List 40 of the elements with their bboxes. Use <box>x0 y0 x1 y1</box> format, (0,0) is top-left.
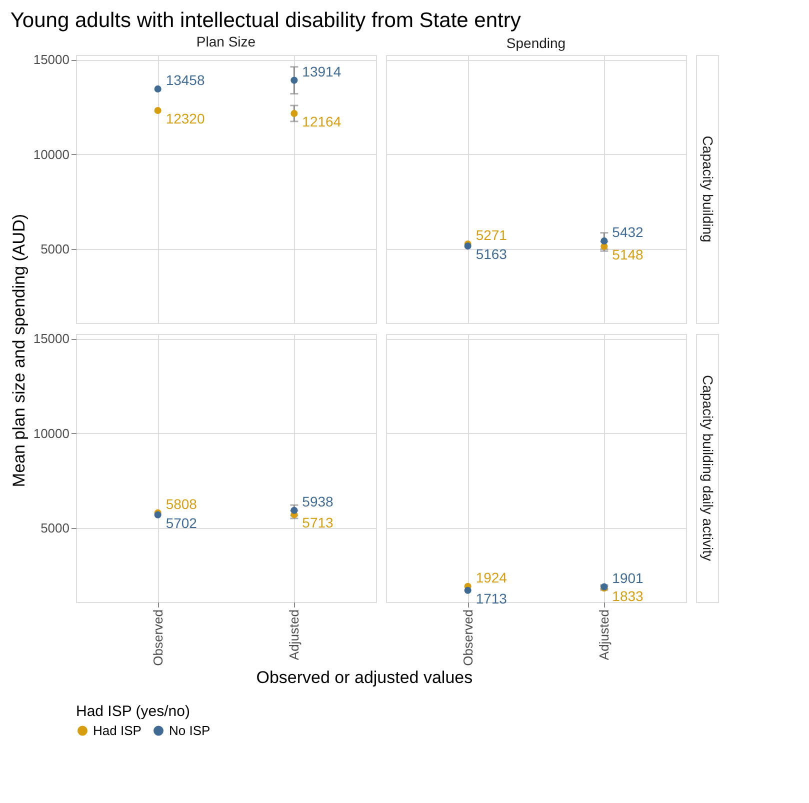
point <box>154 106 162 114</box>
data-label: 5702 <box>166 514 198 531</box>
x-axis-title: Observed or adjusted values <box>256 668 473 687</box>
point <box>154 85 162 92</box>
point <box>290 76 298 84</box>
data-label: 5148 <box>612 246 644 262</box>
data-label: 1901 <box>612 570 644 586</box>
y-tick-label: 10000 <box>33 426 70 441</box>
chart-subtitle: Spending <box>506 35 566 51</box>
x-tick-label: Adjusted <box>286 610 302 660</box>
x-tick-label: Observed <box>150 610 166 666</box>
data-label: 1924 <box>476 569 508 586</box>
data-label: 1833 <box>612 588 644 604</box>
data-label: 5163 <box>476 246 508 262</box>
legend-label: Had ISP <box>93 722 142 738</box>
x-tick-label: Adjusted <box>596 610 612 660</box>
data-label: 12320 <box>166 110 205 126</box>
data-label: 5938 <box>302 493 334 510</box>
y2-axis-title: Capacity building daily activity <box>700 375 716 561</box>
legend-title: Had ISP (yes/no) <box>76 703 190 720</box>
data-label: 5432 <box>612 224 644 240</box>
y-tick-label: 15000 <box>33 331 70 346</box>
y-tick-label: 5000 <box>40 242 70 257</box>
y-tick-label: 5000 <box>40 520 70 536</box>
point <box>290 110 298 117</box>
data-label: 13914 <box>302 63 342 80</box>
data-label: 1713 <box>476 590 508 606</box>
y-tick-label: 10000 <box>33 146 70 162</box>
chart-title: Young adults with intellectual disability from State entry <box>10 9 522 32</box>
chart-subtitle: Plan Size <box>196 34 256 50</box>
data-label: 12164 <box>302 113 342 130</box>
y2-axis-title: Capacity building <box>700 136 716 242</box>
data-label: 5808 <box>166 496 198 512</box>
legend-label: No ISP <box>169 722 210 738</box>
y-tick-label: 15000 <box>33 52 70 68</box>
y-axis-title: Mean plan size and spending (AUD) <box>9 214 28 488</box>
data-label: 5271 <box>476 227 508 243</box>
data-label: 5713 <box>302 514 334 531</box>
x-tick-label: Observed <box>460 610 476 666</box>
data-label: 13458 <box>166 72 205 88</box>
